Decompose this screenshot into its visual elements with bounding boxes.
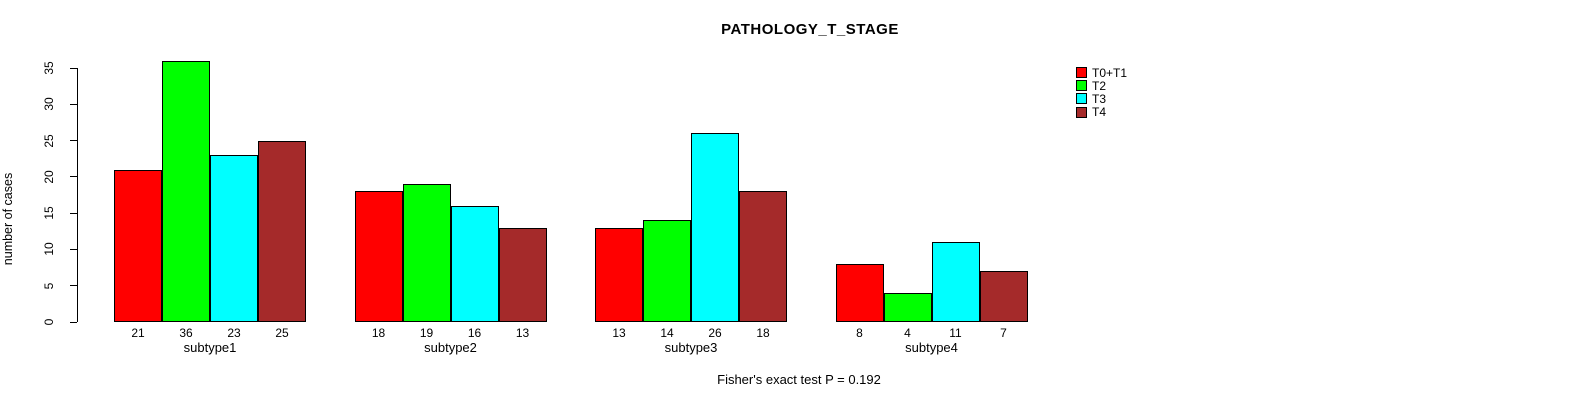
x-category-label-subtype1: subtype1: [183, 340, 237, 355]
bar-value-subtype2-t4: 13: [515, 326, 530, 340]
y-tick-label-25: 25: [42, 133, 56, 148]
legend-swatch-t2: [1076, 80, 1087, 92]
y-tick-label-15: 15: [42, 206, 56, 220]
bar-subtype2-t0-t1: [354, 191, 403, 322]
bar-value-subtype1-t4: 25: [275, 326, 289, 340]
legend-swatch-t4: [1076, 106, 1087, 118]
legend-swatch-t3: [1076, 93, 1087, 105]
bar-value-subtype3-t2: 14: [660, 326, 674, 340]
bar-value-subtype2-t2: 19: [419, 326, 434, 340]
y-tick-label-10: 10: [42, 242, 56, 257]
y-tick-label-30: 30: [42, 97, 56, 111]
bar-value-subtype1-t0-t1: 21: [131, 326, 145, 340]
bar-value-subtype4-t4: 7: [1000, 326, 1007, 340]
y-tick-5: [70, 285, 77, 287]
bar-subtype4-t2: [883, 292, 932, 322]
bar-value-subtype1-t3: 23: [227, 326, 241, 340]
legend-swatch-t0-t1: [1076, 67, 1087, 78]
y-tick-0: [70, 321, 77, 323]
bar-value-subtype4-t2: 4: [904, 326, 911, 340]
bar-subtype2-t3: [450, 205, 499, 322]
x-category-label-subtype2: subtype2: [424, 340, 477, 355]
bar-subtype1-t2: [162, 60, 210, 322]
y-axis-label: number of cases: [1, 172, 15, 266]
bar-subtype1-t3: [210, 155, 258, 322]
bar-value-subtype3-t0-t1: 13: [612, 326, 626, 340]
bar-subtype3-t4: [739, 191, 787, 322]
legend-label-t3: T3: [1092, 91, 1107, 106]
y-tick-label-35: 35: [42, 61, 56, 75]
bar-subtype3-t0-t1: [595, 227, 643, 322]
y-tick-label-5: 5: [42, 282, 56, 290]
y-tick-10: [70, 248, 77, 250]
x-category-label-subtype4: subtype4: [905, 340, 958, 355]
x-category-label-subtype3: subtype3: [664, 340, 718, 355]
bar-subtype3-t3: [691, 133, 739, 322]
bar-value-subtype3-t4: 18: [756, 326, 770, 340]
y-tick-label-0: 0: [42, 318, 56, 326]
bar-subtype4-t0-t1: [835, 263, 884, 322]
bar-subtype2-t4: [498, 227, 547, 322]
bar-subtype1-t0-t1: [114, 169, 162, 322]
legend-label-t2: T2: [1092, 78, 1107, 93]
y-tick-30: [70, 103, 77, 105]
bar-value-subtype4-t3: 11: [949, 326, 962, 340]
y-tick-label-20: 20: [42, 170, 56, 184]
y-tick-35: [70, 67, 77, 69]
bar-value-subtype2-t0-t1: 18: [371, 326, 386, 340]
legend-label-t0-t1: T0+T1: [1092, 65, 1128, 80]
bar-value-subtype4-t0-t1: 8: [856, 326, 863, 340]
y-tick-15: [70, 212, 77, 214]
bar-subtype4-t4: [979, 271, 1028, 322]
fisher-test-annotation: Fisher's exact test P = 0.192: [717, 372, 881, 387]
bar-value-subtype3-t3: 26: [708, 326, 722, 340]
bar-subtype2-t2: [402, 184, 451, 322]
bar-value-subtype2-t3: 16: [467, 326, 482, 340]
bar-subtype1-t4: [258, 140, 306, 322]
bar-subtype3-t2: [643, 220, 691, 322]
legend-label-t4: T4: [1092, 105, 1107, 120]
y-axis-line: [77, 68, 78, 322]
chart-title: PATHOLOGY_T_STAGE: [721, 21, 899, 38]
bar-subtype4-t3: [931, 242, 980, 322]
bar-value-subtype1-t2: 36: [179, 326, 193, 340]
y-tick-20: [70, 176, 77, 178]
y-tick-25: [70, 140, 77, 142]
